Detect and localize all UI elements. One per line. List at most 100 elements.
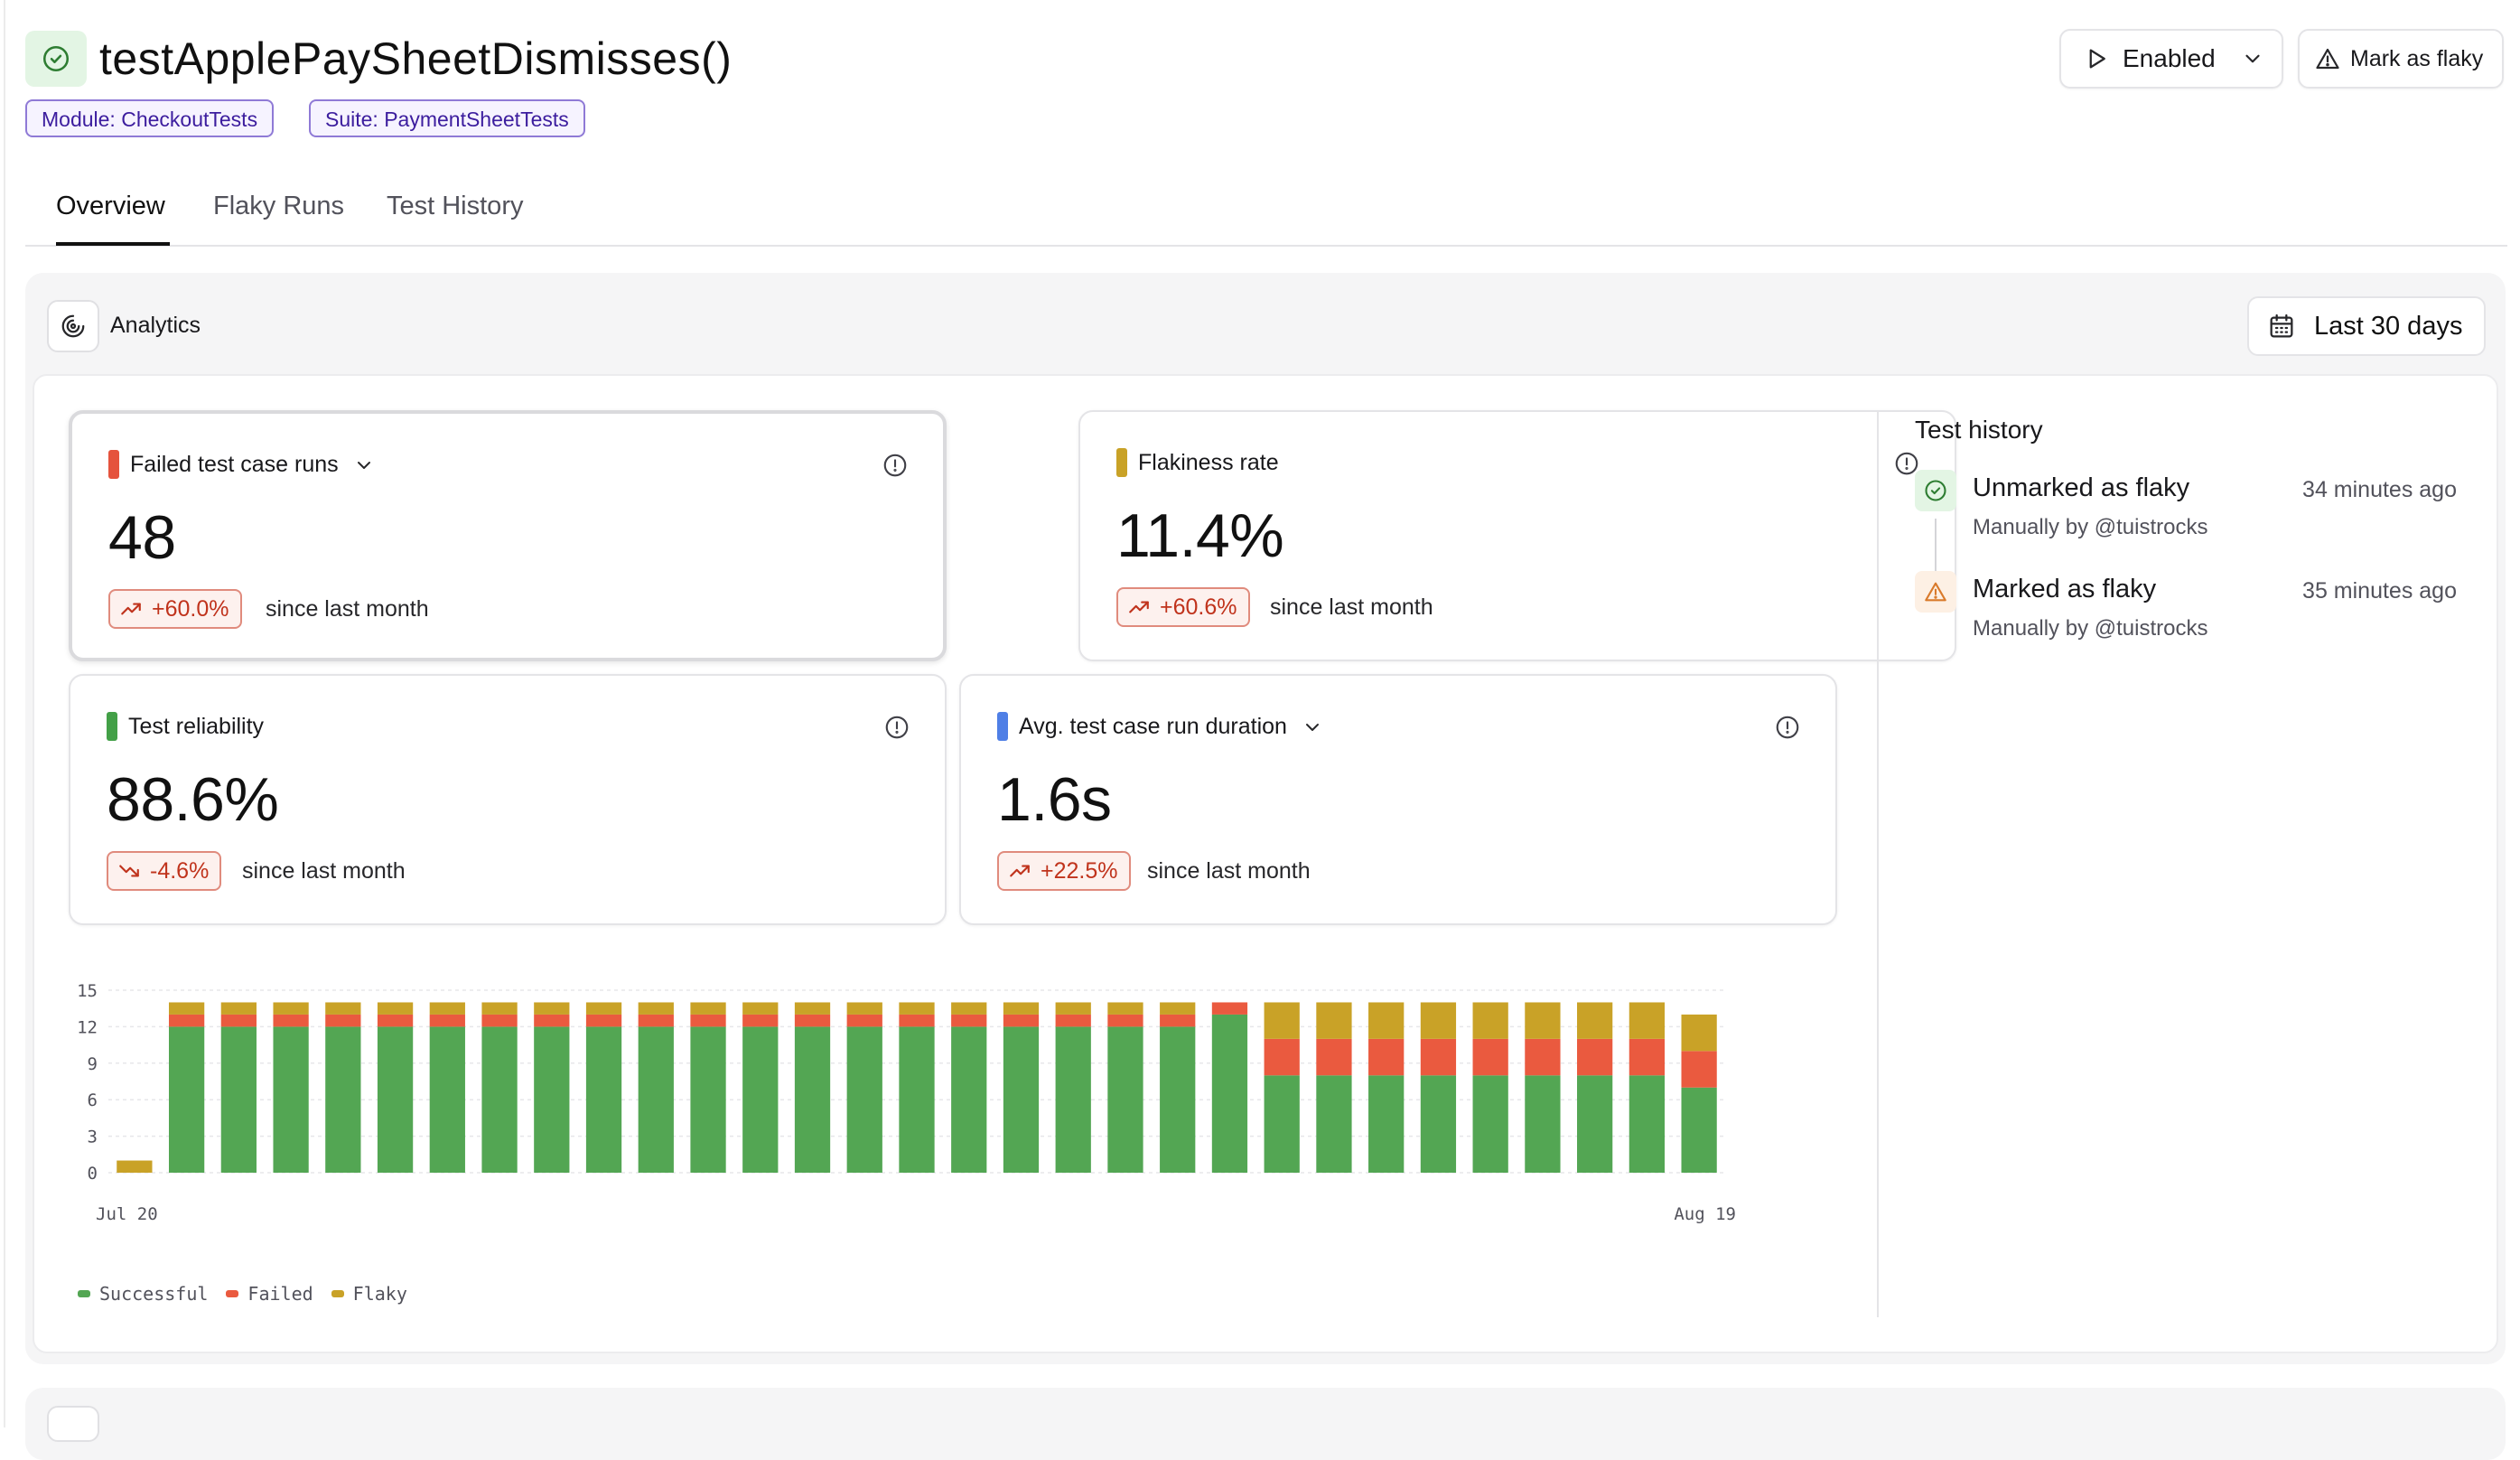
bar-segment-flaky[interactable] (377, 1002, 414, 1015)
bar-segment-successful[interactable] (638, 1026, 674, 1173)
bar-segment-failed[interactable] (742, 1014, 779, 1027)
bar-segment-flaky[interactable] (585, 1002, 622, 1015)
bar-segment-flaky[interactable] (742, 1002, 779, 1015)
bar-segment-flaky[interactable] (951, 1002, 987, 1015)
bar-segment-flaky[interactable] (638, 1002, 674, 1015)
bar-segment-successful[interactable] (220, 1026, 257, 1173)
bar-segment-successful[interactable] (377, 1026, 414, 1173)
metric-title-dropdown[interactable]: Failed test case runs (130, 452, 375, 478)
bar-segment-successful[interactable] (1211, 1014, 1248, 1173)
info-icon[interactable] (1893, 450, 1920, 482)
test-runs-stacked-bar-chart[interactable]: 15 12 9 6 3 0 Jul 20 Aug 19 (63, 963, 1743, 1234)
bar-segment-flaky[interactable] (220, 1002, 257, 1015)
bar-segment-failed[interactable] (638, 1014, 674, 1027)
bar-segment-flaky[interactable] (1055, 1002, 1091, 1015)
bar-segment-flaky[interactable] (794, 1002, 831, 1015)
bar-segment-successful[interactable] (1681, 1087, 1717, 1173)
bar-segment-failed[interactable] (951, 1014, 987, 1027)
bar-segment-flaky[interactable] (1420, 1002, 1457, 1039)
bar-segment-failed[interactable] (1472, 1038, 1508, 1076)
bar-segment-flaky[interactable] (1368, 1002, 1405, 1039)
metric-card-failed-runs[interactable]: Failed test case runs 48 +60.0% since la… (69, 410, 947, 661)
bar-segment-failed[interactable] (690, 1014, 726, 1027)
bar-segment-successful[interactable] (1316, 1075, 1352, 1173)
bar-segment-successful[interactable] (1629, 1075, 1666, 1173)
bar-segment-failed[interactable] (585, 1014, 622, 1027)
info-icon[interactable] (882, 452, 909, 483)
legend-item-failed[interactable]: Failed (226, 1283, 313, 1305)
bar-segment-successful[interactable] (1107, 1026, 1143, 1173)
bar-segment-successful[interactable] (846, 1026, 882, 1173)
bar-segment-successful[interactable] (1472, 1075, 1508, 1173)
bar-segment-flaky[interactable] (168, 1002, 205, 1015)
info-icon[interactable] (883, 714, 910, 745)
metric-title-dropdown[interactable]: Avg. test case run duration (1019, 714, 1323, 740)
bar-segment-flaky[interactable] (325, 1002, 361, 1015)
bar-segment-failed[interactable] (1055, 1014, 1091, 1027)
bar-segment-flaky[interactable] (481, 1002, 518, 1015)
bar-segment-failed[interactable] (1211, 1002, 1248, 1015)
bar-segment-flaky[interactable] (1003, 1002, 1040, 1015)
bar-segment-failed[interactable] (1368, 1038, 1405, 1076)
bar-segment-successful[interactable] (168, 1026, 205, 1173)
metric-card-test-reliability[interactable]: Test reliability 88.6% -4.6% since last … (69, 674, 947, 925)
bar-segment-successful[interactable] (273, 1026, 309, 1173)
bar-segment-failed[interactable] (1629, 1038, 1666, 1076)
suite-badge[interactable]: Suite: PaymentSheetTests (309, 99, 585, 137)
date-range-button[interactable]: Last 30 days (2247, 296, 2486, 356)
bar-segment-successful[interactable] (1003, 1026, 1040, 1173)
bar-segment-failed[interactable] (429, 1014, 465, 1027)
info-icon[interactable] (1774, 714, 1801, 745)
module-badge[interactable]: Module: CheckoutTests (25, 99, 275, 137)
bar-segment-failed[interactable] (899, 1014, 935, 1027)
bar-segment-failed[interactable] (220, 1014, 257, 1027)
bar-segment-successful[interactable] (794, 1026, 831, 1173)
bar-segment-successful[interactable] (481, 1026, 518, 1173)
bar-segment-flaky[interactable] (1577, 1002, 1613, 1039)
bar-segment-failed[interactable] (1681, 1051, 1717, 1088)
bar-segment-failed[interactable] (168, 1014, 205, 1027)
bar-segment-failed[interactable] (1420, 1038, 1457, 1076)
bar-segment-flaky[interactable] (429, 1002, 465, 1015)
enabled-dropdown-button[interactable]: Enabled (2059, 29, 2283, 89)
bar-segment-failed[interactable] (1264, 1038, 1300, 1076)
bar-segment-successful[interactable] (899, 1026, 935, 1173)
bar-segment-successful[interactable] (742, 1026, 779, 1173)
bar-segment-flaky[interactable] (273, 1002, 309, 1015)
bar-segment-successful[interactable] (325, 1026, 361, 1173)
bar-segment-failed[interactable] (794, 1014, 831, 1027)
bar-segment-flaky[interactable] (1316, 1002, 1352, 1039)
bar-segment-flaky[interactable] (690, 1002, 726, 1015)
bar-segment-successful[interactable] (1420, 1075, 1457, 1173)
metric-card-flakiness-rate[interactable]: Flakiness rate 11.4% +60.6% since last m… (1078, 410, 1956, 661)
bar-segment-failed[interactable] (1003, 1014, 1040, 1027)
bar-segment-flaky[interactable] (1107, 1002, 1143, 1015)
bar-segment-successful[interactable] (951, 1026, 987, 1173)
bar-segment-failed[interactable] (1107, 1014, 1143, 1027)
bar-segment-failed[interactable] (1577, 1038, 1613, 1076)
bar-segment-failed[interactable] (1160, 1014, 1196, 1027)
bar-segment-successful[interactable] (1525, 1075, 1561, 1173)
bar-segment-successful[interactable] (1055, 1026, 1091, 1173)
tab-overview[interactable]: Overview (56, 192, 165, 220)
mark-as-flaky-button[interactable]: Mark as flaky (2298, 29, 2504, 89)
bar-segment-flaky[interactable] (534, 1002, 570, 1015)
bar-segment-failed[interactable] (1525, 1038, 1561, 1076)
bar-segment-failed[interactable] (377, 1014, 414, 1027)
bar-segment-successful[interactable] (1368, 1075, 1405, 1173)
bar-segment-failed[interactable] (481, 1014, 518, 1027)
bar-segment-flaky[interactable] (846, 1002, 882, 1015)
bar-segment-successful[interactable] (534, 1026, 570, 1173)
bar-segment-successful[interactable] (429, 1026, 465, 1173)
bar-segment-flaky[interactable] (1629, 1002, 1666, 1039)
bar-segment-failed[interactable] (325, 1014, 361, 1027)
legend-item-flaky[interactable]: Flaky (331, 1283, 407, 1305)
bar-segment-successful[interactable] (1160, 1026, 1196, 1173)
tab-flaky-runs[interactable]: Flaky Runs (213, 192, 345, 220)
bar-segment-successful[interactable] (690, 1026, 726, 1173)
metric-card-avg-duration[interactable]: Avg. test case run duration 1.6s +22.5% … (959, 674, 1837, 925)
bar-segment-flaky[interactable] (1264, 1002, 1300, 1039)
bar-segment-flaky[interactable] (899, 1002, 935, 1015)
bar-segment-flaky[interactable] (1472, 1002, 1508, 1039)
legend-item-successful[interactable]: Successful (78, 1283, 208, 1305)
